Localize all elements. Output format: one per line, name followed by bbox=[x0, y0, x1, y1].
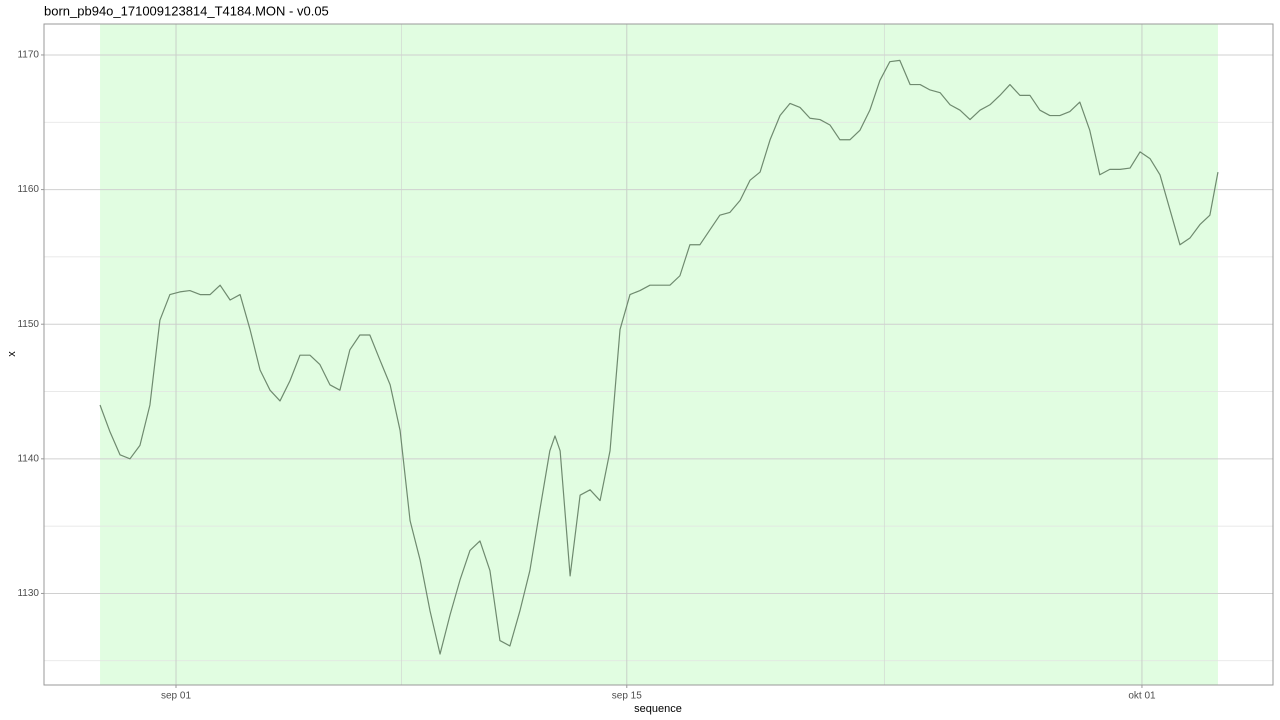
data-line bbox=[99, 59, 1219, 655]
x-tick-label: sep 01 bbox=[161, 691, 191, 702]
y-axis-title: x bbox=[6, 351, 18, 357]
x-axis-title: sequence bbox=[634, 703, 682, 715]
chart-title: born_pb94o_171009123814_T4184.MON - v0.0… bbox=[44, 3, 329, 18]
y-tick-label: 1130 bbox=[17, 588, 39, 599]
y-tick-label: 1150 bbox=[17, 319, 39, 330]
y-tick-label: 1140 bbox=[17, 453, 39, 464]
panel-border bbox=[43, 23, 1274, 686]
data-range-band bbox=[100, 24, 1218, 685]
y-tick-label: 1160 bbox=[17, 184, 39, 195]
y-tick-label: 1170 bbox=[17, 50, 39, 61]
x-tick-label: okt 01 bbox=[1128, 691, 1156, 702]
x-tick-label: sep 15 bbox=[612, 691, 642, 702]
